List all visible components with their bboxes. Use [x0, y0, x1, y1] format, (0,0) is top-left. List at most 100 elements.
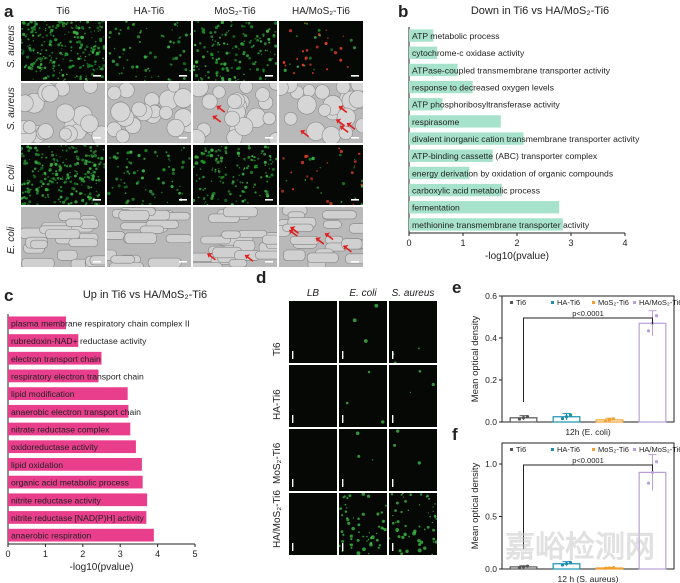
panel-a-image-r3-c3	[279, 207, 363, 267]
chart-b-xtick-label-0: 0	[406, 238, 411, 248]
chart-c-xtick-label-2: 2	[80, 549, 85, 559]
chart-c-bar-label-10: nitrite reductase activity	[11, 495, 101, 505]
panel-d-image-r0-c2	[389, 301, 437, 363]
chart-f-legend-label-0: Ti6	[516, 445, 526, 454]
panel-a-column-1: HA-Ti6	[133, 6, 165, 17]
chart-e-pvalue: p<0.0001	[572, 309, 604, 318]
panel-a-image-r1-c1	[107, 83, 191, 143]
chart-f-frame	[501, 442, 675, 570]
chart-b-bar-11	[409, 218, 563, 231]
chart-f-legend-swatch-0	[510, 448, 513, 451]
chart-c-bar-label-7: oxidoreductase activity	[11, 442, 99, 452]
panel-a-image-r2-c3	[279, 145, 363, 205]
chart-f-pvalue: p<0.0001	[572, 456, 604, 465]
chart-e-point-1-1	[564, 415, 569, 419]
panel-d-image-r0-c0	[289, 301, 337, 363]
chart-f-point-2-2	[611, 566, 616, 570]
chart-b-bar-label-8: energy derivation by oxidation of organi…	[412, 168, 613, 178]
chart-e-ytick-label-1: 0.2	[485, 375, 497, 385]
chart-c-bar-1	[8, 334, 79, 347]
chart-c-xtick-label-0: 0	[5, 549, 10, 559]
chart-c-bar-0	[8, 316, 66, 330]
chart-c-xtick-label-5: 5	[192, 549, 197, 559]
chart-c-bar-label-1: rubredoxin-NAD+ reductase activity	[11, 336, 147, 346]
chart-f-point-3-1	[650, 470, 655, 474]
chart-c-bar-7	[8, 440, 136, 454]
chart-b-xtick-label-3: 3	[568, 238, 573, 248]
chart-c-x-label: -log10(pvalue)	[70, 562, 134, 573]
chart-e-point-0-0	[517, 417, 522, 421]
chart-f-legend-swatch-1	[551, 448, 554, 451]
chart-f-legend-label-1: HA-Ti6	[557, 445, 580, 454]
chart-f-legend-swatch-3	[633, 448, 636, 451]
chart-e-bracket	[523, 317, 653, 402]
panel-a-image-r3-c2	[193, 207, 277, 267]
chart-c-bar-label-5: anaerobic electron transport chain	[11, 407, 141, 417]
panel-d-image-r1-c0	[289, 365, 337, 427]
chart-b-bar-2	[409, 63, 458, 77]
panel-label-d: d	[256, 268, 267, 287]
watermark: 嘉峪检测网	[505, 531, 655, 564]
panel-a-image-r1-c2	[193, 83, 277, 143]
chart-e-point-1-2	[568, 413, 573, 417]
chart-b-bar-label-2: ATPase-coupled transmembrane transporter…	[412, 65, 611, 75]
chart-e-frame	[501, 295, 675, 423]
chart-c-xtick-label-3: 3	[118, 549, 123, 559]
chart-c-xtick-label-4: 4	[155, 549, 160, 559]
chart-b-bar-label-6: divalent inorganic cation transmembrane …	[412, 134, 640, 144]
chart-b-bar-0	[409, 29, 434, 42]
chart-f-point-0-0	[517, 565, 522, 570]
chart-c-bar-6	[8, 422, 131, 436]
chart-c-bar-label-9: organic acid metabolic process	[11, 478, 129, 488]
chart-c-bar-label-0: plasma membrane respiratory chain comple…	[11, 318, 190, 328]
chart-e-point-3-0	[646, 329, 651, 333]
chart-e-ytick-label-2: 0.4	[485, 333, 497, 343]
chart-f-point-1-0	[560, 563, 565, 567]
chart-c-bar-label-3: respiratory electron transport chain	[11, 371, 144, 381]
chart-e-ytick-label-3: 0.6	[485, 291, 497, 301]
panel-a-column-0: Ti6	[56, 6, 70, 17]
chart-f-point-2-1	[607, 566, 612, 570]
chart-f-bracket	[523, 464, 653, 549]
panel-d-image-r2-c0	[289, 429, 337, 491]
chart-e-legend-label-1: HA-Ti6	[557, 298, 580, 307]
chart-e-legend-label-2: MoS₂-Ti6	[598, 298, 629, 307]
chart-c-bar-11	[8, 511, 147, 524]
chart-e-legend-swatch-0	[510, 301, 513, 304]
chart-b-xtick-label-1: 1	[460, 238, 465, 248]
chart-e-legend-label-0: Ti6	[516, 298, 526, 307]
chart-e-point-3-2	[654, 314, 659, 318]
chart-b-bar-label-9: carboxylic acid metabolic process	[412, 186, 540, 196]
panel-d-column-0: LB	[306, 288, 320, 299]
chart-b-bar-label-4: ATP phosphoribosyltransferase activity	[412, 100, 560, 110]
chart-b-x-label: -log10(pvalue)	[485, 251, 549, 262]
chart-c-bar-label-8: lipid oxidation	[11, 460, 63, 470]
chart-f-legend-swatch-2	[592, 448, 595, 451]
panel-label-b: b	[398, 2, 409, 21]
panel-a-column-2: MoS₂-Ti6	[214, 6, 256, 17]
chart-e-ytick-label-0: 0.0	[485, 417, 497, 427]
chart-b-bar-6	[409, 132, 524, 145]
chart-b-bar-label-1: cytochrome-c oxidase activity	[412, 48, 525, 58]
panel-a-image-r0-c1	[107, 21, 191, 81]
chart-c-bar-8	[8, 458, 142, 471]
chart-f-y-label: Mean optical density	[470, 462, 481, 549]
panel-a-image-r1-c0	[21, 83, 105, 143]
chart-b-bar-7	[409, 149, 493, 162]
panel-d-column-2: S. aureus	[391, 288, 435, 299]
chart-e-point-1-0	[560, 417, 565, 421]
panel-d-image-r3-c1	[339, 493, 387, 555]
panel-d-image-r2-c2	[389, 429, 437, 491]
chart-c-bar-5	[8, 404, 129, 418]
chart-b-bar-1	[409, 46, 438, 59]
chart-c-xtick-label-1: 1	[43, 549, 48, 559]
chart-e-legend-label-3: HA/MoS₂-Ti6	[639, 298, 680, 307]
chart-e-legend-swatch-2	[592, 301, 595, 304]
chart-b-bar-label-7: ATP-binding cassette (ABC) transporter c…	[412, 151, 598, 161]
panel-d-column-1: E. coli	[349, 288, 377, 299]
chart-f-point-0-2	[525, 564, 530, 568]
panel-a-image-r3-c1	[107, 207, 191, 267]
chart-c-bar-4	[8, 387, 128, 400]
chart-b-bar-10	[409, 201, 560, 214]
